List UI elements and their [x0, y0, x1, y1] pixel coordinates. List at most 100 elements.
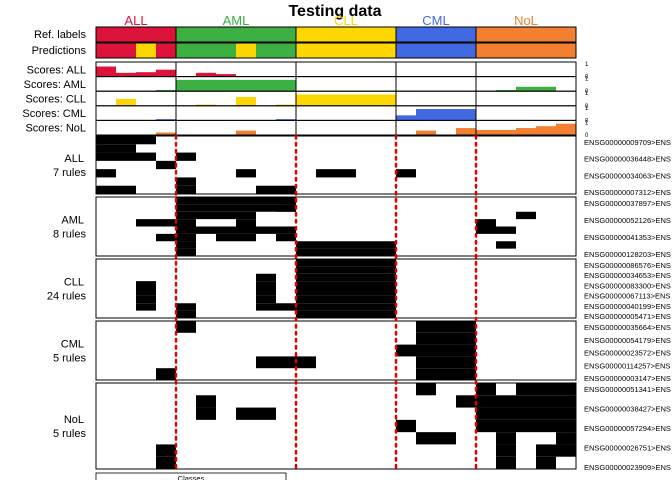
- prediction-cell: [336, 43, 356, 58]
- score-bar: [316, 94, 336, 106]
- score-bar: [276, 119, 296, 121]
- rule-cell: [256, 303, 276, 311]
- rule-cell: [296, 295, 396, 304]
- rule-group-name-nol: NoL: [64, 414, 84, 426]
- score-bar: [236, 96, 256, 106]
- prediction-cell: [396, 43, 416, 58]
- score-bar: [136, 72, 156, 77]
- rule-cell: [416, 383, 436, 396]
- prediction-cell: [556, 43, 576, 58]
- rule-cell: [196, 407, 216, 420]
- gene-label: ENSG00000114257>ENS: [584, 361, 670, 370]
- rule-cell: [496, 241, 516, 249]
- rule-cell: [216, 233, 256, 242]
- rule-cell: [196, 395, 216, 408]
- rule-group-name-all: ALL: [64, 153, 84, 165]
- score-row-frame: [95, 76, 577, 92]
- gene-label: ENSG00000007312>ENS: [584, 188, 671, 197]
- rule-cell: [176, 241, 196, 249]
- score-bar: [496, 129, 516, 135]
- gene-label: ENSG00000086576>ENS: [584, 261, 671, 270]
- prediction-cell: [416, 43, 436, 58]
- rule-cell: [136, 136, 156, 145]
- rule-group-name-cml: CML: [61, 339, 84, 351]
- rule-cell: [496, 432, 516, 445]
- chart-title: Testing data: [288, 3, 381, 20]
- rule-cell: [96, 152, 156, 161]
- rule-cell: [176, 185, 196, 194]
- rule-cell: [176, 310, 196, 318]
- rule-cell: [136, 281, 156, 289]
- rule-cell: [136, 295, 156, 304]
- rule-cell: [316, 169, 356, 178]
- score-axis-tick-min: 0: [585, 104, 589, 110]
- rule-cell: [176, 321, 196, 333]
- rule-cell: [236, 169, 256, 178]
- rule-cell: [156, 456, 176, 469]
- prediction-cell: [136, 43, 156, 58]
- rule-cell: [156, 368, 176, 380]
- score-bar: [156, 132, 176, 135]
- rule-cell: [96, 136, 116, 145]
- gene-label: ENSG00000005471>ENS: [584, 312, 671, 321]
- rule-cell: [416, 432, 456, 445]
- score-bar: [156, 119, 176, 121]
- rule-cell: [176, 197, 296, 205]
- ref-label-bar-cml: [395, 26, 477, 43]
- rule-cell: [416, 368, 476, 380]
- score-bar: [96, 66, 116, 77]
- score-bar: [376, 94, 396, 106]
- score-axis-tick-min: 0: [585, 89, 589, 95]
- prediction-cell: [196, 43, 216, 58]
- rule-panel-frame: [95, 320, 577, 381]
- gene-label: ENSG00000083300>ENS: [584, 281, 671, 290]
- rule-cell: [256, 273, 276, 282]
- rule-group-count-cll: 24 rules: [47, 291, 87, 303]
- score-bar: [296, 94, 316, 106]
- class-label-all: ALL: [124, 13, 147, 28]
- rule-cell: [416, 356, 476, 369]
- rule-cell: [116, 136, 136, 145]
- rule-group-name-cll: CLL: [64, 277, 84, 289]
- predictions-label: Predictions: [32, 45, 87, 57]
- score-bar: [536, 86, 556, 92]
- gene-label: ENSG00000040199>ENS: [584, 302, 671, 311]
- score-bar: [456, 109, 476, 121]
- rule-cell: [476, 383, 496, 396]
- class-label-cml: CML: [422, 13, 449, 28]
- score-axis-tick-min: 0: [585, 133, 589, 139]
- score-bar: [236, 130, 256, 135]
- gene-label: ENSG00000038427>ENS: [584, 405, 671, 414]
- class-label-cll: CLL: [334, 13, 358, 28]
- legend-box: [95, 472, 287, 480]
- rule-cell: [176, 303, 196, 311]
- gene-label: ENSG00000003147>ENS: [584, 374, 671, 383]
- score-row-frame: [95, 119, 577, 136]
- rule-cell: [496, 444, 516, 457]
- rule-cell: [476, 219, 496, 227]
- rule-cell: [296, 241, 396, 249]
- rule-cell: [396, 169, 416, 178]
- score-row-frame: [95, 105, 577, 121]
- rule-cell: [176, 152, 196, 161]
- prediction-cell: [516, 43, 536, 58]
- prediction-cell: [96, 43, 116, 58]
- prediction-cell: [296, 43, 316, 58]
- gene-label: ENSG00000035664>ENS: [584, 323, 671, 332]
- score-bar: [416, 109, 436, 121]
- gene-label: ENSG00000128203>ENS: [584, 250, 671, 259]
- gene-label: ENSG00000034063>ENS: [584, 171, 671, 180]
- score-axis-tick-max: 1: [585, 91, 589, 97]
- rule-group-count-nol: 5 rules: [53, 428, 87, 440]
- rule-cell: [296, 281, 396, 289]
- score-bar: [216, 79, 236, 92]
- rule-cell: [256, 356, 316, 369]
- rule-cell: [476, 407, 576, 420]
- rule-cell: [96, 169, 116, 178]
- gene-label: ENSG00000067113>ENS: [584, 292, 670, 301]
- rule-cell: [156, 444, 176, 457]
- rule-cell: [536, 456, 556, 469]
- ref-label-bar-nol: [475, 26, 577, 43]
- gene-label: ENSG00000026751>ENS: [584, 444, 671, 453]
